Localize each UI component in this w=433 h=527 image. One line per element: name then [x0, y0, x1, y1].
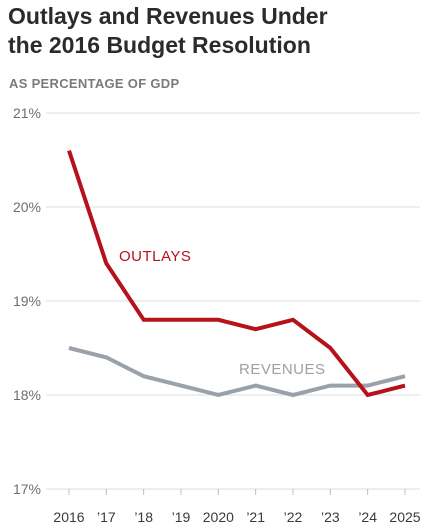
- x-tick-label: 2025: [389, 509, 420, 525]
- x-tick-label: 2016: [53, 509, 84, 525]
- chart-title: Outlays and Revenues Under the 2016 Budg…: [8, 2, 428, 60]
- x-tick-label: ’19: [172, 509, 191, 525]
- x-tick-label: ’18: [134, 509, 153, 525]
- x-tick-label: ’17: [97, 509, 116, 525]
- outlays-series-label: OUTLAYS: [119, 248, 191, 265]
- y-tick-label: 20%: [13, 199, 41, 215]
- grid-lines: [46, 112, 420, 490]
- title-line-1: Outlays and Revenues Under: [8, 3, 328, 29]
- y-tick-label: 17%: [13, 481, 41, 497]
- x-tick-label: ’22: [284, 509, 303, 525]
- x-tick-label: ’23: [321, 509, 340, 525]
- y-tick-label: 21%: [13, 105, 41, 121]
- title-line-2: the 2016 Budget Resolution: [8, 32, 311, 58]
- x-axis-ticks: 2016 ’17 ’18 ’19 2020 ’21 ’22 ’23 ’24 2025: [53, 489, 421, 525]
- x-tick-label: 2020: [203, 509, 234, 525]
- series-lines: [67, 149, 406, 398]
- x-tick-label: ’24: [358, 509, 377, 525]
- x-tick-label: ’21: [246, 509, 265, 525]
- y-tick-label: 18%: [13, 387, 41, 403]
- revenues-line: [68, 346, 406, 398]
- y-axis-ticks: 17% 18% 19% 20% 21%: [13, 105, 41, 497]
- chart-subtitle: AS PERCENTAGE OF GDP: [9, 76, 180, 91]
- y-tick-label: 19%: [13, 293, 41, 309]
- revenues-series-label: REVENUES: [239, 361, 326, 378]
- outlays-line: [67, 149, 406, 398]
